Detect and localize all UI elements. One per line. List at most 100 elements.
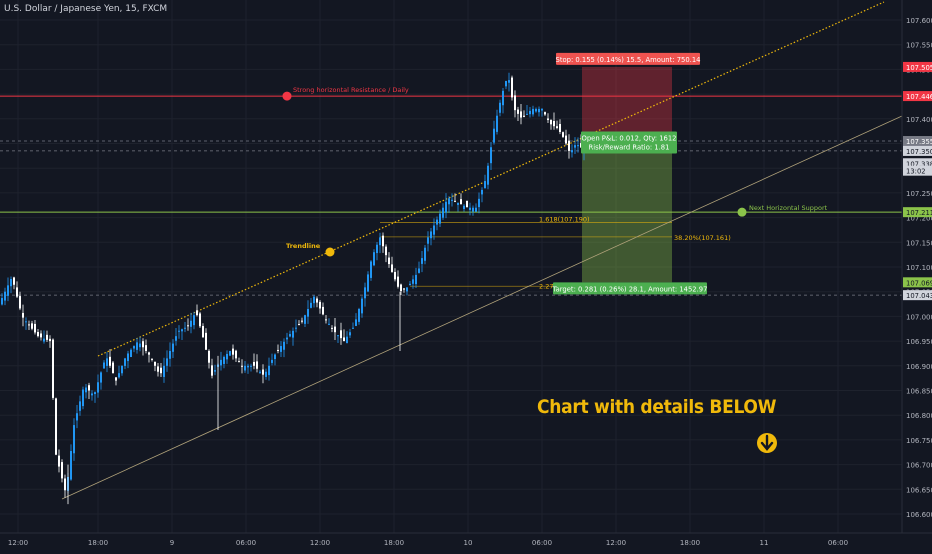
candle-body bbox=[322, 306, 324, 315]
candle-body bbox=[502, 90, 504, 106]
candle-body bbox=[382, 235, 384, 247]
candle-body bbox=[46, 334, 48, 340]
candle-body bbox=[385, 246, 387, 256]
candle-body bbox=[310, 302, 312, 308]
candle-body bbox=[490, 147, 492, 164]
candle-body bbox=[202, 326, 204, 338]
trendline-label: Trendline bbox=[286, 242, 321, 250]
candle-body bbox=[283, 341, 285, 350]
open-pnl-label: Open P&L: 0.012, Qty: 1612 bbox=[581, 135, 676, 143]
candle-body bbox=[31, 323, 33, 329]
candle-body bbox=[211, 365, 213, 376]
candle-body bbox=[169, 350, 171, 359]
price-tag bbox=[903, 61, 932, 72]
time-tick-label: 18:00 bbox=[88, 539, 108, 547]
candle-body bbox=[172, 343, 174, 352]
candle-body bbox=[160, 367, 162, 374]
candle-body bbox=[457, 202, 459, 205]
candle-body bbox=[289, 334, 291, 337]
candles bbox=[1, 72, 585, 505]
candle-body bbox=[328, 323, 330, 325]
candle-body bbox=[157, 366, 159, 372]
candle-body bbox=[247, 365, 249, 368]
candle-body bbox=[19, 296, 21, 309]
candle-body bbox=[316, 298, 318, 303]
candle-body bbox=[301, 320, 303, 322]
candle-body bbox=[448, 198, 450, 205]
candle-body bbox=[112, 362, 114, 374]
candle-body bbox=[520, 111, 522, 118]
candle-body bbox=[259, 371, 261, 373]
price-tag bbox=[903, 91, 932, 102]
candle-body bbox=[472, 207, 474, 212]
candle-body bbox=[280, 346, 282, 352]
candle-body bbox=[73, 425, 75, 454]
candle-body bbox=[286, 337, 288, 340]
candle-body bbox=[547, 118, 549, 121]
candle-body bbox=[340, 330, 342, 339]
candle-body bbox=[430, 231, 432, 239]
candle-body bbox=[70, 451, 72, 480]
candle-body bbox=[574, 145, 576, 148]
price-tick-label: 106.600 bbox=[906, 511, 932, 519]
candle-body bbox=[271, 359, 273, 363]
candle-body bbox=[178, 330, 180, 332]
candle-body bbox=[514, 95, 516, 111]
candle-body bbox=[268, 365, 270, 376]
candle-body bbox=[439, 213, 441, 224]
price-axis[interactable]: 107.600107.550107.500107.450107.400107.3… bbox=[901, 0, 932, 550]
candle-body bbox=[376, 244, 378, 254]
fib-label: 1.618(107.190) bbox=[539, 216, 590, 224]
stop-label-box bbox=[556, 52, 700, 65]
candle-body bbox=[325, 319, 327, 321]
candle-body bbox=[58, 455, 60, 467]
price-tag bbox=[903, 207, 932, 218]
candle-body bbox=[304, 315, 306, 324]
candle-body bbox=[334, 326, 336, 333]
candle-body bbox=[292, 330, 294, 338]
candle-body bbox=[529, 110, 531, 115]
candle-body bbox=[76, 413, 78, 421]
candle-body bbox=[418, 268, 420, 273]
time-tick-label: 06:00 bbox=[236, 539, 256, 547]
time-axis[interactable]: 12:00 18:00 9 06:00 12:00 18:00 10 06:00 12:00 18… bbox=[0, 532, 932, 547]
candle-body bbox=[469, 207, 471, 210]
candle-body bbox=[274, 354, 276, 360]
candle-body bbox=[337, 335, 339, 337]
candle-body bbox=[415, 274, 417, 285]
candle-body bbox=[265, 371, 267, 377]
candle-body bbox=[556, 126, 558, 129]
candle-body bbox=[565, 135, 567, 144]
candle-body bbox=[367, 274, 369, 292]
support-marker bbox=[737, 207, 747, 217]
price-tick-label: 107.550 bbox=[906, 42, 932, 50]
candle-body bbox=[295, 327, 297, 329]
price-tick-label: 106.700 bbox=[906, 462, 932, 470]
candle-body bbox=[121, 365, 123, 374]
target-label-box bbox=[553, 282, 707, 295]
fib-label: 38.20%(107.161) bbox=[674, 234, 731, 242]
candle-body bbox=[391, 264, 393, 272]
candle-body bbox=[577, 145, 579, 147]
candle-body bbox=[16, 287, 18, 297]
candle-body bbox=[142, 341, 144, 348]
candle-body bbox=[82, 389, 84, 407]
price-tick-label: 107.400 bbox=[906, 116, 932, 124]
arrow-down-icon[interactable] bbox=[757, 433, 777, 453]
candle-body bbox=[397, 276, 399, 287]
candle-body bbox=[445, 201, 447, 213]
candle-body bbox=[97, 382, 99, 393]
candle-body bbox=[307, 308, 309, 317]
open-pnl-box bbox=[581, 131, 677, 154]
candle-body bbox=[442, 207, 444, 218]
candle-body bbox=[1, 298, 3, 305]
stop-label: Stop: 0.155 (0.14%) 15.5, Amount: 750.14 bbox=[556, 56, 701, 64]
candle-body bbox=[394, 271, 396, 280]
candle-body bbox=[163, 365, 165, 377]
candle-body bbox=[403, 288, 405, 290]
candle-body bbox=[463, 205, 465, 210]
candle-body bbox=[229, 350, 231, 356]
candle-body bbox=[7, 285, 9, 296]
